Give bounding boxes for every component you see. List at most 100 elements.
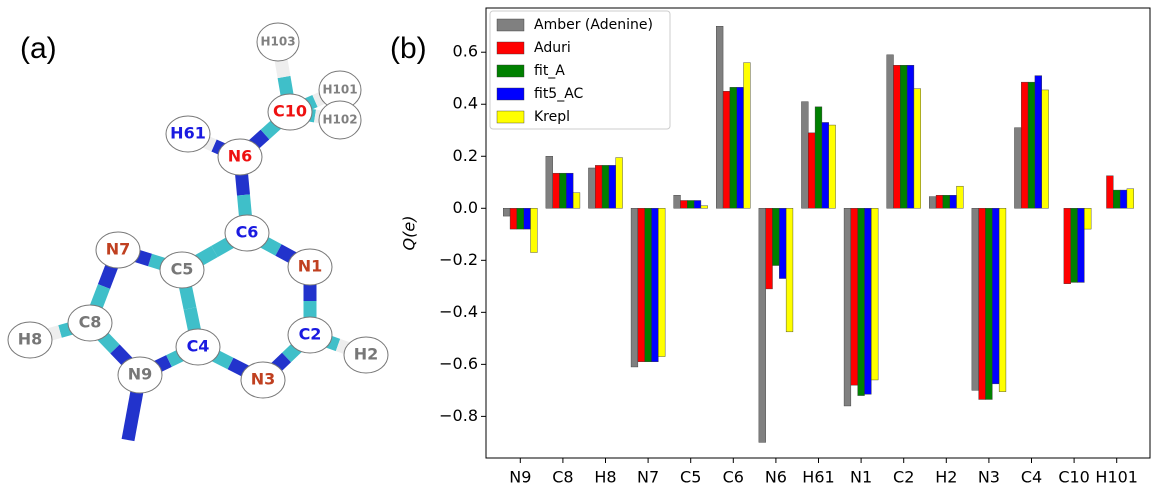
y-tick-label: 0.2	[453, 146, 478, 165]
bar	[531, 208, 538, 252]
bar	[985, 208, 992, 399]
x-tick-label: C5	[680, 468, 701, 486]
atom-label: N1	[298, 257, 323, 276]
bar	[744, 63, 751, 209]
bar	[616, 158, 623, 209]
bar	[1014, 128, 1021, 209]
y-tick-label: −0.4	[439, 302, 478, 321]
bar	[1064, 208, 1071, 283]
bar	[772, 208, 779, 265]
legend-swatch	[497, 65, 524, 77]
bar	[1106, 176, 1113, 209]
bar	[900, 65, 907, 208]
bar	[517, 208, 524, 229]
bar	[1084, 208, 1091, 229]
bar	[546, 156, 553, 208]
bar	[658, 208, 665, 356]
x-tick-label: H61	[802, 468, 834, 486]
atom-label: C4	[187, 337, 210, 356]
bar	[730, 87, 737, 208]
bar	[829, 125, 836, 208]
bar	[652, 208, 659, 361]
x-tick-label: N3	[978, 468, 1000, 486]
bar	[808, 133, 815, 208]
atom-label: N3	[251, 370, 276, 389]
bar	[999, 208, 1006, 391]
legend-swatch	[497, 111, 524, 123]
bar	[602, 165, 609, 208]
bar	[979, 208, 986, 399]
bar	[1120, 190, 1127, 208]
bar	[1078, 208, 1085, 282]
bar	[914, 89, 921, 209]
panel-label: (b)	[390, 32, 427, 65]
bar	[609, 165, 616, 208]
bar	[631, 208, 638, 367]
bar	[801, 102, 808, 209]
atom-label: H103	[260, 35, 295, 49]
legend-swatch	[497, 42, 524, 54]
atom-label: N9	[128, 365, 153, 384]
bar	[950, 195, 957, 208]
bar	[893, 65, 900, 208]
bar	[766, 208, 773, 289]
y-tick-label: −0.2	[439, 250, 478, 269]
atom-label: H61	[170, 124, 206, 143]
x-tick-label: H8	[594, 468, 616, 486]
x-tick-label: C8	[552, 468, 573, 486]
x-tick-label: N7	[637, 468, 659, 486]
bar	[779, 208, 786, 278]
legend-label: fit5_AC	[534, 86, 584, 102]
bar	[957, 186, 964, 208]
atom-label: H2	[354, 345, 379, 364]
bar	[716, 26, 723, 208]
legend-label: Krepl	[534, 109, 570, 125]
bar	[822, 122, 829, 208]
atom-label: N7	[106, 240, 131, 259]
molecule: H103H101H102C10H61N6C6N7C5N1C8C4C2H8N9N3…	[8, 23, 388, 440]
bar	[858, 208, 865, 395]
bar	[1042, 90, 1049, 208]
y-tick-label: 0.0	[453, 198, 478, 217]
bar	[887, 55, 894, 208]
legend-swatch	[497, 19, 524, 31]
atom-label: H101	[322, 83, 357, 97]
atom-label: C6	[236, 223, 259, 242]
bar	[1021, 82, 1028, 208]
bar	[687, 200, 694, 208]
bar	[943, 195, 950, 208]
x-tick-label: C10	[1058, 468, 1090, 486]
bar	[815, 107, 822, 208]
bar	[553, 173, 560, 208]
bar	[674, 195, 681, 208]
bar	[786, 208, 793, 332]
atom-label: H8	[18, 330, 43, 349]
bar	[992, 208, 999, 384]
bar	[566, 173, 573, 208]
atom-label: C2	[299, 325, 322, 344]
bar	[510, 208, 517, 229]
bar	[972, 208, 979, 390]
y-tick-label: 0.4	[453, 94, 478, 113]
atom-label: C8	[79, 313, 102, 332]
y-tick-label: −0.8	[439, 406, 478, 425]
bar	[1028, 82, 1035, 208]
bar	[737, 87, 744, 208]
x-tick-label: N1	[850, 468, 872, 486]
y-tick-label: 0.6	[453, 42, 478, 61]
bar	[844, 208, 851, 406]
x-tick-label: N6	[765, 468, 787, 486]
bar	[694, 200, 701, 208]
bar	[503, 208, 510, 216]
bar	[851, 208, 858, 385]
bar	[1035, 76, 1042, 209]
bar	[929, 197, 936, 209]
x-tick-label: H101	[1095, 468, 1138, 486]
bar	[865, 208, 872, 394]
bar	[936, 195, 943, 208]
x-tick-label: N9	[509, 468, 531, 486]
bar	[907, 65, 914, 208]
y-tick-label: −0.6	[439, 354, 478, 373]
x-tick-label: C4	[1021, 468, 1042, 486]
